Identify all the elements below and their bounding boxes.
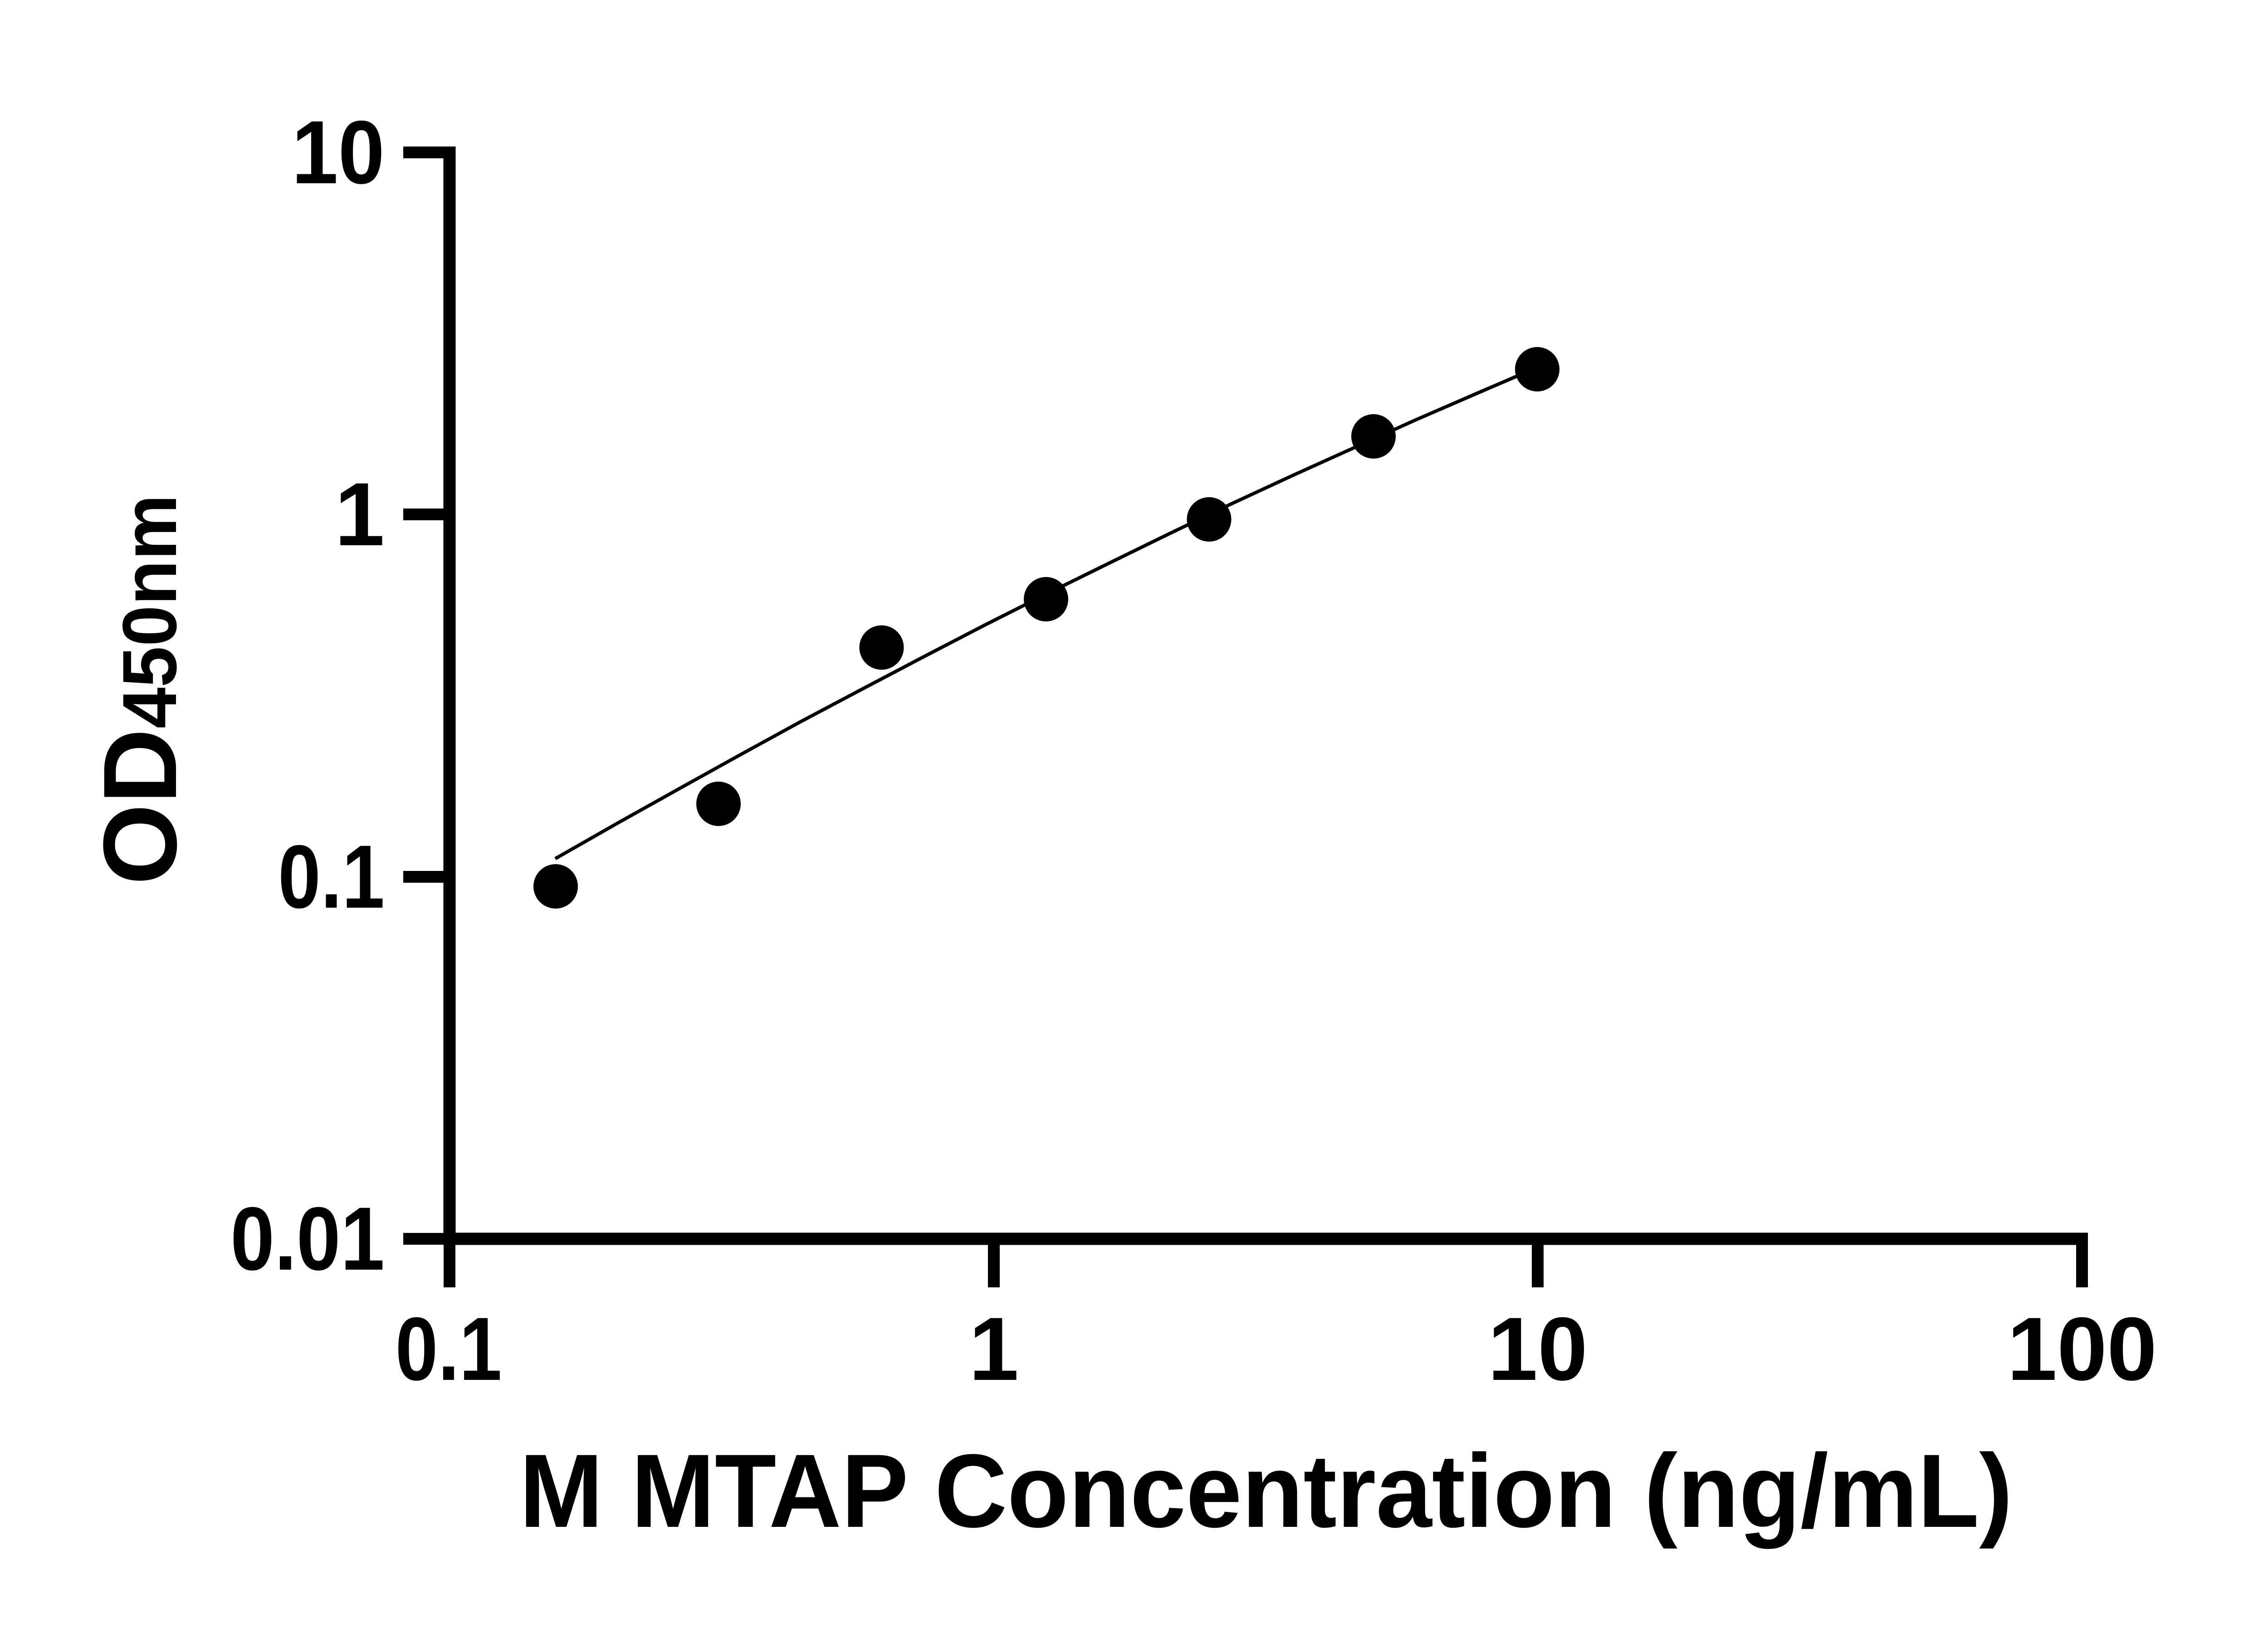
svg-text:M MTAP Concentration (ng/mL): M MTAP Concentration (ng/mL)	[519, 1433, 2013, 1549]
svg-text:10: 10	[292, 102, 385, 202]
svg-text:1: 1	[969, 1299, 1019, 1399]
svg-text:0.1: 0.1	[278, 826, 385, 927]
svg-text:0.01: 0.01	[230, 1188, 385, 1289]
svg-text:10: 10	[1488, 1299, 1588, 1399]
svg-text:1: 1	[335, 464, 385, 564]
svg-text:100: 100	[2007, 1299, 2157, 1399]
svg-text:0.1: 0.1	[396, 1299, 502, 1399]
